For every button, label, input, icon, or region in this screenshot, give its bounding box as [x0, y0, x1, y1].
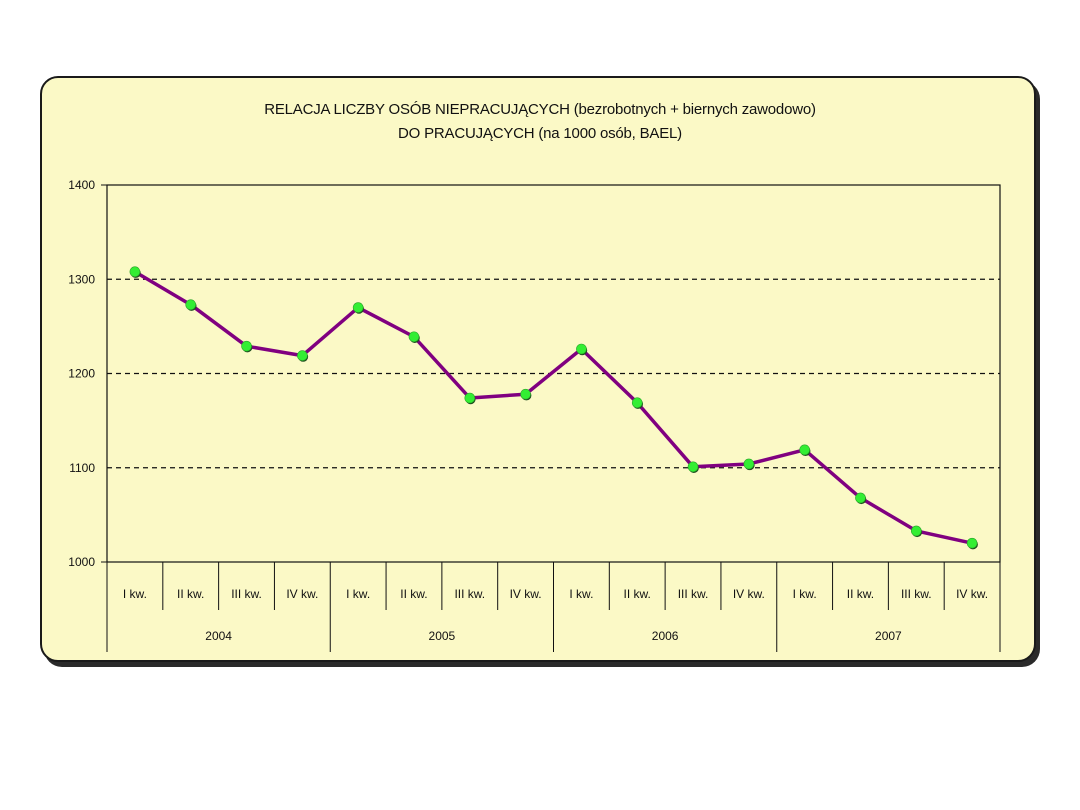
x-tick-label: III kw.	[231, 587, 262, 601]
y-tick-label: 1300	[68, 272, 95, 286]
data-point	[743, 458, 755, 470]
series-line	[134, 270, 973, 545]
x-tick-label: I kw.	[346, 587, 370, 601]
year-label: 2006	[652, 629, 679, 643]
data-point	[352, 302, 364, 313]
x-tick-label: I kw.	[793, 587, 817, 601]
y-tick-label: 1200	[68, 367, 95, 381]
x-tick-label: II kw.	[847, 587, 874, 601]
x-tick-label: II kw.	[400, 587, 427, 601]
x-tick-label: IV kw.	[956, 587, 988, 601]
data-point	[631, 397, 643, 409]
x-tick-label: I kw.	[569, 587, 593, 601]
axes	[101, 184, 1001, 652]
data-point	[687, 461, 699, 473]
y-tick-label: 1400	[68, 178, 95, 192]
series-purple	[129, 266, 978, 550]
year-label: 2005	[429, 629, 456, 643]
data-point	[297, 350, 308, 361]
data-point	[129, 266, 141, 278]
chart-title-line-2: DO PRACUJĄCYCH (na 1000 osób, BAEL)	[398, 125, 682, 142]
chart-title-line-1: RELACJA LICZBY OSÓB NIEPRACUJĄCYCH (bezr…	[264, 101, 816, 118]
data-point	[464, 392, 476, 404]
x-tick-label: IV kw.	[286, 587, 318, 601]
grid-lines	[107, 278, 1000, 469]
x-tick-label: II kw.	[177, 587, 204, 601]
year-label: 2007	[875, 629, 902, 643]
x-tick-label: II kw.	[624, 587, 651, 601]
y-tick-label: 1100	[69, 461, 95, 475]
data-point	[799, 444, 810, 456]
data-point	[241, 340, 252, 352]
y-tick-label: 1000	[68, 555, 95, 569]
x-tick-label: III kw.	[678, 587, 709, 601]
x-tick-label: III kw.	[454, 587, 485, 601]
x-tick-label: I kw.	[123, 587, 147, 601]
data-point	[855, 492, 866, 504]
year-label: 2004	[205, 629, 232, 643]
x-tick-label: III kw.	[901, 587, 932, 601]
data-point	[520, 388, 531, 400]
data-point	[910, 525, 922, 537]
x-tick-labels: I kw. II kw. III kw. IV kw. I kw. II kw. III k…	[123, 587, 988, 643]
chart-title: RELACJA LICZBY OSÓB NIEPRACUJĄCYCH (bezr…	[0, 98, 1080, 146]
chart-panel	[40, 76, 1036, 662]
x-tick-label: IV kw.	[733, 587, 765, 601]
data-point	[408, 331, 420, 343]
data-point	[185, 299, 197, 310]
y-tick-labels: 1000 1100 1200 1300 1400	[68, 178, 95, 569]
x-tick-label: IV kw.	[510, 587, 542, 601]
data-point	[966, 537, 978, 549]
data-point	[576, 343, 587, 355]
